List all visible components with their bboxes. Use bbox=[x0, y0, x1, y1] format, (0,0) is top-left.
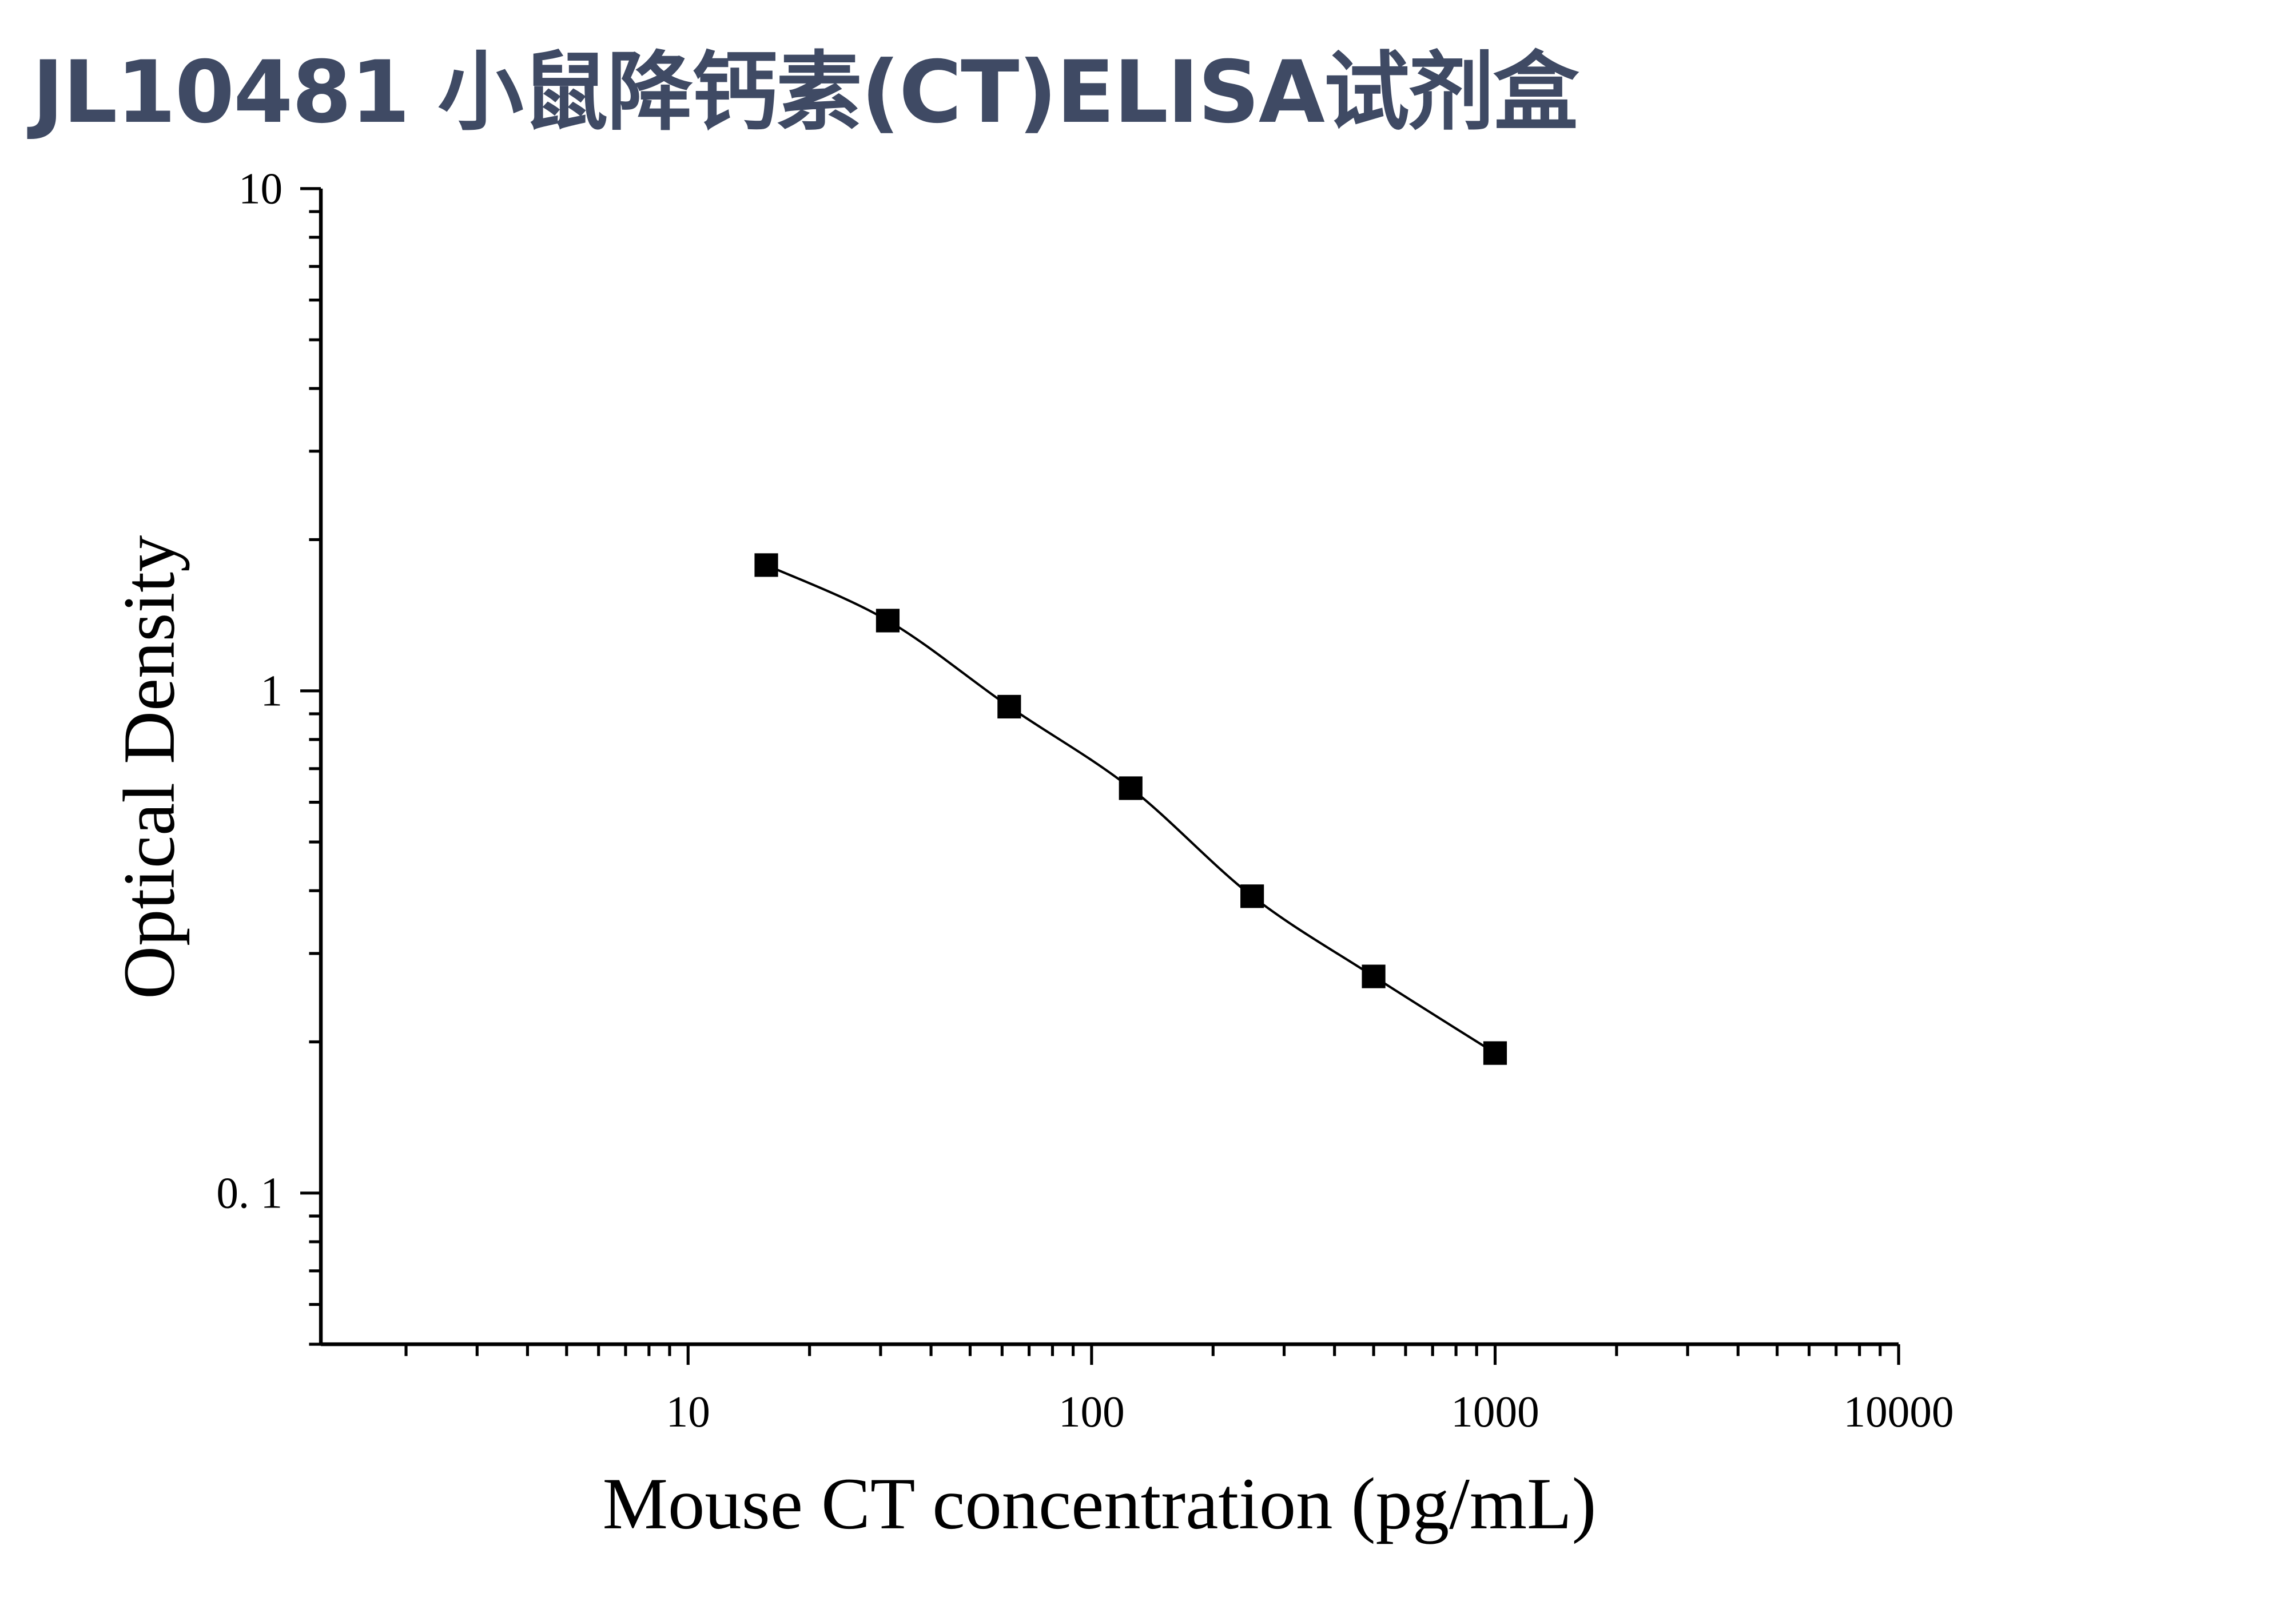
y-tick-label: 0. 1 bbox=[216, 1169, 282, 1218]
x-tick-label: 100 bbox=[1059, 1387, 1125, 1436]
data-point bbox=[1240, 884, 1264, 908]
data-point bbox=[876, 609, 900, 633]
axes bbox=[319, 188, 1899, 1346]
y-axis-title: Optical Density bbox=[108, 535, 190, 999]
x-axis-title: Mouse CT concentration (pg/mL) bbox=[603, 1463, 1597, 1544]
x-tick-label: 1000 bbox=[1451, 1387, 1539, 1436]
points bbox=[754, 553, 1507, 1065]
data-point bbox=[754, 553, 778, 577]
ticks: 10 100 1000 10000 0. 1 1 10 bbox=[216, 164, 1953, 1436]
fitted-curve bbox=[766, 564, 1496, 1054]
y-tick-label: 10 bbox=[238, 164, 282, 213]
y-tick-label: 1 bbox=[261, 666, 283, 716]
x-tick-label: 10 bbox=[666, 1387, 710, 1436]
data-point bbox=[1483, 1041, 1507, 1065]
data-point bbox=[997, 694, 1021, 719]
data-point bbox=[1362, 964, 1386, 988]
x-tick-label: 10000 bbox=[1844, 1387, 1954, 1436]
curve-layer bbox=[766, 564, 1496, 1054]
chart-title: JL10481 小鼠降钙素(CT)ELISA试剂盒 bbox=[32, 43, 1579, 142]
data-point bbox=[1119, 776, 1143, 800]
